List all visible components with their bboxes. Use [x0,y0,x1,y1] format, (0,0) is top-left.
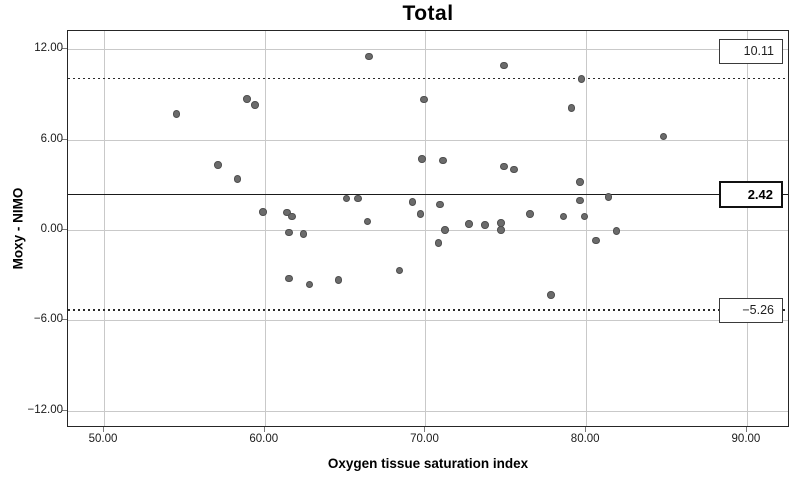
y-tick-label: −6.00 [33,313,63,326]
data-point [465,220,473,228]
y-tick-mark [62,319,67,321]
y-tick-label: 0.00 [40,223,63,236]
y-gridline [68,320,788,322]
data-point [436,200,444,209]
mean-value: 2.42 [747,187,773,203]
x-gridline [425,31,427,426]
data-point [441,226,449,234]
data-point [172,110,181,118]
x-tick-label: 60.00 [249,433,279,445]
data-point [288,212,296,221]
lower-limit-value: −5.26 [742,303,774,318]
data-point [285,228,293,237]
data-point [285,274,293,283]
data-point [233,175,242,183]
data-point [526,210,534,218]
data-point [243,95,251,103]
data-point [305,280,314,289]
x-tick-mark [585,427,587,432]
y-tick-mark [62,48,67,50]
data-point [363,217,372,226]
y-tick-mark [62,138,67,140]
x-gridline [264,31,266,426]
data-point [299,230,308,238]
data-point [365,52,373,61]
y-gridline [68,139,788,141]
data-point [659,132,668,141]
mean-label-box: 2.42 [719,181,783,209]
y-tick-label: 6.00 [40,132,63,145]
data-point [354,194,362,203]
x-gridline [586,31,588,426]
data-point [547,291,555,299]
y-tick-label: 12.00 [34,42,63,55]
x-axis-label: Oxygen tissue saturation index [327,456,529,471]
data-point [576,178,584,186]
data-point [580,212,589,221]
lower-limit-label-box: −5.26 [719,297,783,323]
data-point [500,162,508,171]
x-tick-mark [424,427,426,432]
data-point [481,221,489,229]
data-point [576,196,584,205]
upper-limit-label-box: 10.11 [719,38,783,64]
data-point [500,61,508,70]
y-gridline [68,410,788,412]
mean-difference-line [68,193,788,196]
y-tick-mark [62,229,67,231]
data-point [497,226,505,234]
data-point [408,198,417,206]
data-point [251,101,259,109]
x-gridline [746,31,748,426]
data-point [342,194,351,203]
lower-limit-line [68,309,788,311]
data-point [434,239,443,247]
plot-area: 10.11 2.42 −5.26 [67,30,789,427]
y-tick-mark [62,409,67,411]
y-gridline [68,49,788,51]
data-point [567,104,576,112]
data-point [577,75,586,83]
chart-title: Total [402,2,454,25]
data-point [395,266,404,275]
x-tick-mark [745,427,747,432]
data-point [259,208,267,216]
data-point [604,193,613,201]
data-point [416,210,425,218]
data-point [592,236,600,245]
data-point [283,208,291,217]
y-tick-label: −12.00 [27,403,64,416]
y-gridline [68,230,788,232]
data-point [418,155,426,163]
x-gridline [104,31,105,426]
data-point [334,276,343,284]
x-tick-mark [263,427,265,432]
data-point [214,161,222,169]
data-point [510,165,518,174]
data-point [439,156,447,165]
x-tick-label: 70.00 [410,433,439,445]
upper-limit-line [68,77,788,80]
data-point [612,227,621,235]
upper-limit-value: 10.11 [743,44,774,58]
x-tick-label: 80.00 [570,433,600,445]
x-tick-label: 50.00 [88,433,118,445]
x-tick-mark [103,427,104,432]
x-tick-label: 90.00 [731,433,761,445]
data-point [420,95,428,104]
data-point [559,212,568,221]
